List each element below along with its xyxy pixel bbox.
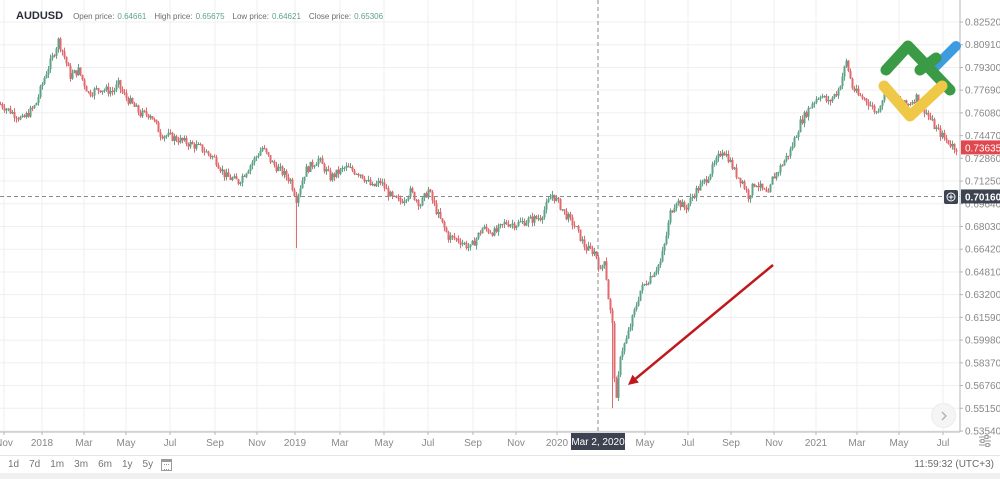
- crosshair-price-label: 0.70160: [965, 192, 1000, 203]
- price-axis[interactable]: 0.82520 0.80910 0.79300 0.77690 0.76080 0.744…: [959, 0, 1000, 438]
- time-tick-label: 2020: [546, 438, 569, 449]
- time-tick-label: Mar: [331, 438, 349, 449]
- range-buttons: 1d 7d 1m 3m 6m 1y 5y: [0, 459, 158, 470]
- price-tick-label: 0.55150: [965, 404, 1000, 415]
- low-price: Low price: 0.64621: [233, 12, 301, 21]
- time-tick-label: Nov: [0, 438, 13, 449]
- crosshair: [0, 0, 960, 432]
- open-price: Open price: 0.64661: [73, 12, 146, 21]
- price-tick-label: 0.64810: [965, 267, 1000, 278]
- price-tick-label: 0.63200: [965, 290, 1000, 301]
- time-tick-label: Nov: [765, 438, 783, 449]
- close-price: Close price: 0.65306: [309, 12, 383, 21]
- price-tick-label: 0.80910: [965, 40, 1000, 51]
- crosshair-price-badge: [961, 189, 1000, 204]
- time-tick-label: May: [375, 438, 394, 449]
- high-price-value: 0.65675: [195, 12, 225, 21]
- time-tick-label: Mar: [75, 438, 93, 449]
- time-tick-label: Sep: [206, 438, 224, 449]
- time-tick-label: Jul: [164, 438, 177, 449]
- candlestick-series: [0, 37, 958, 409]
- crosshair-date-label: Mar 2, 2020: [571, 437, 625, 448]
- range-button-1m[interactable]: 1m: [50, 459, 65, 470]
- close-price-value: 0.65306: [354, 12, 384, 21]
- close-price-label: Close price:: [308, 12, 352, 21]
- price-tick-label: 0.74470: [965, 131, 1000, 142]
- time-tick-label: 2019: [284, 438, 307, 449]
- bottom-toolbar: 1d 7d 1m 3m 6m 1y 5y 11:59:32 (UTC+3): [0, 455, 1000, 473]
- scroll-to-realtime-button[interactable]: [931, 403, 956, 428]
- range-button-7d[interactable]: 7d: [29, 459, 41, 470]
- range-button-1y[interactable]: 1y: [121, 459, 133, 470]
- price-tick-label: 0.71250: [965, 177, 1000, 188]
- time-tick-label: Nov: [507, 438, 525, 449]
- price-tick-label: 0.61590: [965, 313, 1000, 324]
- price-tick-label: 0.77690: [965, 86, 1000, 97]
- price-chart[interactable]: 0.82520 0.80910 0.79300 0.77690 0.76080 0.744…: [0, 0, 1000, 455]
- sliders-icon[interactable]: [976, 433, 994, 449]
- price-tick-label: 0.68030: [965, 222, 1000, 233]
- high-price-label: High price:: [154, 12, 193, 21]
- price-tick-label: 0.76080: [965, 108, 1000, 119]
- price-tick-label: 0.79300: [965, 63, 1000, 74]
- time-axis[interactable]: Nov 2018 Mar May Jul Sep Nov 2019 Mar May Jul Sep No…: [0, 431, 960, 450]
- calendar-icon[interactable]: [161, 458, 173, 471]
- range-button-3m[interactable]: 3m: [74, 459, 89, 470]
- price-tick-label: 0.56760: [965, 381, 1000, 392]
- last-price-badge: [961, 140, 1000, 155]
- time-tick-label: Nov: [248, 438, 266, 449]
- range-button-1d[interactable]: 1d: [8, 459, 20, 470]
- litefinance-logo-icon: [878, 40, 961, 122]
- time-tick-label: Mar: [848, 438, 866, 449]
- time-tick-label: May: [636, 438, 655, 449]
- plus-circle-icon: [946, 192, 956, 202]
- high-price: High price: 0.65675: [154, 12, 224, 21]
- chart-grid: [0, 0, 960, 432]
- time-tick-label: 2021: [805, 438, 828, 449]
- time-tick-label: Sep: [464, 438, 482, 449]
- price-tick-label: 0.53540: [965, 427, 1000, 438]
- price-tick-label: 0.69640: [965, 199, 1000, 210]
- low-price-label: Low price:: [232, 12, 269, 21]
- ohlc-legend: AUDUSD Open price: 0.64661 High price: 0…: [16, 10, 383, 22]
- crosshair-add-button[interactable]: [944, 190, 958, 204]
- time-tick-label: May: [890, 438, 909, 449]
- last-price-label: 0.73635: [965, 143, 1000, 154]
- time-tick-label: Jul: [682, 438, 695, 449]
- price-tick-label: 0.59980: [965, 336, 1000, 347]
- price-tick-label: 0.72860: [965, 154, 1000, 165]
- chevron-right-icon: [941, 411, 947, 420]
- range-button-6m[interactable]: 6m: [98, 459, 112, 470]
- price-tick-label: 0.66420: [965, 245, 1000, 256]
- time-tick-label: Jul: [422, 438, 435, 449]
- clock-time: 11:59:32 (UTC+3): [914, 459, 994, 470]
- price-tick-label: 0.82520: [965, 18, 1000, 29]
- crosshair-date-badge: [571, 433, 625, 450]
- time-tick-label: Sep: [722, 438, 740, 449]
- symbol-name: AUDUSD: [16, 10, 64, 22]
- arrow-annotation: [628, 264, 774, 385]
- low-price-value: 0.64621: [271, 12, 301, 21]
- open-price-label: Open price:: [73, 12, 115, 21]
- range-button-5y[interactable]: 5y: [142, 459, 154, 470]
- footer-strip: [0, 473, 1000, 479]
- time-tick-label: 2018: [31, 438, 54, 449]
- time-tick-label: Jul: [937, 438, 950, 449]
- time-tick-label: May: [117, 438, 136, 449]
- open-price-value: 0.64661: [117, 12, 147, 21]
- price-tick-label: 0.58370: [965, 358, 1000, 369]
